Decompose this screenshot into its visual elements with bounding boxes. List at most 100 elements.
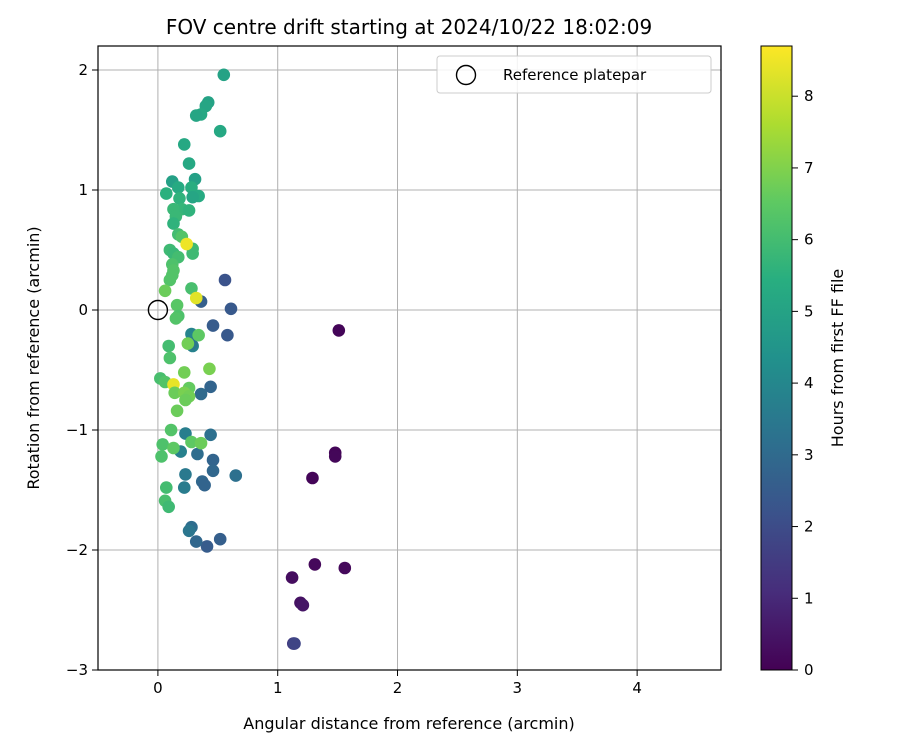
x-tick-label: 0 [153, 679, 163, 697]
data-point [194, 387, 208, 401]
colorbar-tick-label: 2 [804, 518, 814, 536]
y-tick-label: 2 [78, 61, 88, 79]
x-tick-label: 4 [632, 679, 642, 697]
data-point [200, 540, 214, 553]
data-point [170, 404, 184, 418]
y-tick-label: 1 [78, 181, 88, 199]
x-axis-ticks: 0 1 2 3 4 [153, 670, 642, 697]
data-point [203, 362, 216, 376]
data-point [162, 339, 175, 353]
data-point [189, 109, 203, 122]
colorbar-tick-label: 3 [804, 446, 814, 464]
data-point [186, 247, 199, 260]
colorbar-tick-label: 4 [804, 374, 814, 392]
data-point [168, 386, 181, 400]
data-point [206, 319, 220, 332]
data-point [180, 237, 193, 251]
data-point [177, 366, 191, 379]
data-point [179, 393, 192, 407]
x-tick-label: 2 [393, 679, 403, 697]
colorbar-tick-label: 5 [804, 302, 814, 320]
data-points [154, 68, 352, 650]
data-point [185, 181, 198, 194]
grid [98, 46, 721, 671]
x-tick-label: 1 [273, 679, 283, 697]
data-point [229, 469, 243, 482]
data-point [288, 637, 301, 650]
data-point [194, 436, 208, 450]
data-point [179, 468, 192, 481]
data-point [167, 217, 180, 230]
data-point [182, 204, 196, 217]
data-point [173, 192, 186, 205]
colorbar-label: Hours from first FF file [828, 269, 847, 448]
legend-box [436, 55, 712, 94]
data-point [308, 558, 322, 571]
data-point [167, 441, 180, 455]
data-point [204, 380, 217, 394]
data-point [186, 190, 199, 204]
colorbar-tick-label: 0 [804, 661, 814, 679]
data-point [182, 524, 196, 538]
colorbar: 0 1 2 3 4 5 6 7 8 Hours from first FF file [760, 45, 847, 679]
data-point [189, 535, 203, 548]
reference-marker-layer [147, 299, 169, 321]
data-point [206, 464, 220, 478]
legend-entry-reference-platepar: Reference platepar [503, 66, 647, 84]
data-point [185, 435, 198, 449]
data-point [217, 68, 231, 82]
data-point [182, 157, 196, 170]
legend-reference-marker [455, 64, 477, 86]
data-point [189, 291, 203, 305]
data-point [332, 324, 346, 337]
data-point [163, 351, 177, 365]
data-point [159, 187, 173, 200]
colorbar-tick-label: 8 [804, 87, 814, 105]
data-point [296, 598, 310, 612]
legend: Reference platepar [436, 55, 712, 94]
data-point [328, 450, 342, 463]
data-point [177, 138, 191, 151]
data-point [177, 481, 191, 494]
x-axis-label: Angular distance from reference (arcmin) [243, 714, 574, 733]
colorbar-tick-label: 1 [804, 589, 814, 607]
data-point [213, 532, 227, 546]
colorbar-tick-label: 6 [804, 231, 814, 249]
data-point [170, 298, 184, 312]
y-axis-ticks: −3 −2 −1 0 1 2 [66, 61, 98, 679]
data-point [213, 124, 227, 138]
data-point [204, 428, 217, 442]
data-point [338, 561, 352, 575]
x-tick-label: 3 [513, 679, 523, 697]
data-point [224, 302, 238, 316]
plot-frame [97, 45, 722, 671]
data-point [185, 282, 198, 295]
colorbar-tick-label: 7 [804, 159, 814, 177]
data-point [163, 273, 177, 287]
colorbar-gradient [760, 45, 793, 671]
y-tick-label: 0 [78, 301, 88, 319]
data-point [159, 481, 173, 494]
data-point [218, 273, 232, 287]
data-point [158, 284, 172, 298]
y-tick-label: −3 [66, 661, 88, 679]
data-point [164, 423, 178, 437]
data-point [171, 181, 185, 194]
colorbar-ticks: 0 1 2 3 4 5 6 7 8 [792, 87, 814, 679]
data-point [162, 500, 175, 514]
data-point [198, 478, 211, 492]
data-point [155, 450, 168, 463]
data-point [169, 312, 183, 325]
data-point [156, 438, 169, 451]
data-point [206, 453, 220, 467]
data-point [191, 447, 204, 461]
chart-title: FOV centre drift starting at 2024/10/22 … [166, 15, 652, 39]
y-tick-label: −1 [66, 421, 88, 439]
y-tick-label: −2 [66, 541, 88, 559]
data-point [192, 328, 205, 342]
data-point [221, 328, 234, 342]
data-point [181, 337, 195, 350]
reference-platepar-marker [147, 299, 169, 321]
data-point [285, 571, 299, 584]
